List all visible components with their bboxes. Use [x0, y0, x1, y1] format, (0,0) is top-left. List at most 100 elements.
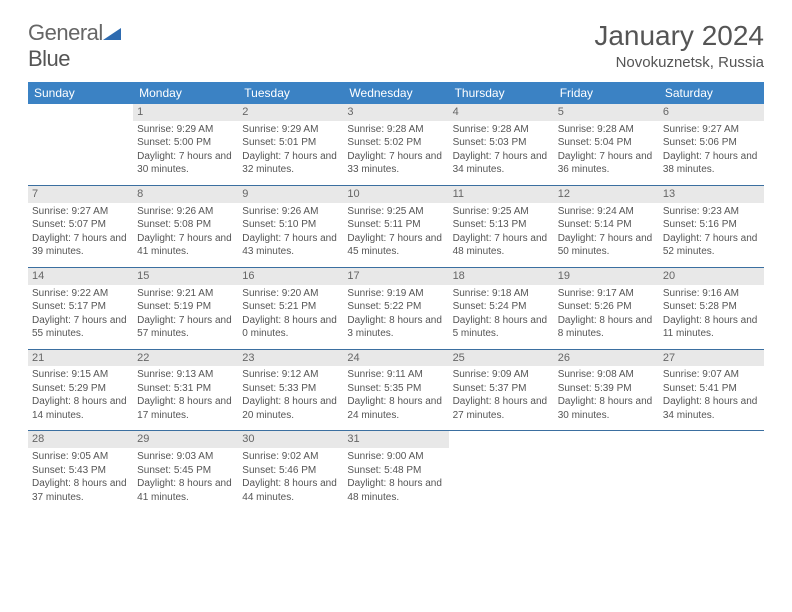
calendar-day-cell: 26Sunrise: 9:08 AMSunset: 5:39 PMDayligh… [554, 349, 659, 431]
calendar-day-cell: 16 Sunrise: 9:20 AMSunset: 5:21 PMDayligh… [238, 267, 343, 349]
calendar-day-cell: 8Sunrise: 9:26 AMSunset: 5:08 PMDaylight… [133, 185, 238, 267]
calendar-day-cell: 5 Sunrise: 9:28 AMSunset: 5:04 PMDaylight… [554, 104, 659, 185]
day-number: 20 [659, 268, 764, 285]
day-details: Sunrise: 9:20 AMSunset: 5:21 PMDaylight:… [242, 287, 339, 341]
calendar-day-cell: 17 Sunrise: 9:19 AMSunset: 5:22 PMDayligh… [343, 267, 448, 349]
day-details: Sunrise: 9:12 AMSunset: 5:33 PMDaylight:… [242, 368, 339, 422]
day-details: Sunrise: 9:21 AMSunset: 5:19 PMDaylight:… [137, 287, 234, 341]
calendar-day-cell [659, 431, 764, 512]
weekday-header-row: Sunday Monday Tuesday Wednesday Thursday… [28, 82, 764, 104]
title-block: January 2024 Novokuznetsk, Russia [594, 20, 764, 71]
calendar-day-cell: 13 Sunrise: 9:23 AMSunset: 5:16 PMDayligh… [659, 185, 764, 267]
day-number: 29 [133, 431, 238, 448]
calendar-day-cell: 27Sunrise: 9:07 AMSunset: 5:41 PMDayligh… [659, 349, 764, 431]
weekday-header: Thursday [449, 82, 554, 104]
day-details: Sunrise: 9:16 AMSunset: 5:28 PMDaylight:… [663, 287, 760, 341]
calendar-week-row: 14 Sunrise: 9:22 AMSunset: 5:17 PMDayligh… [28, 267, 764, 349]
page-title: January 2024 [594, 20, 764, 52]
day-number: 15 [133, 268, 238, 285]
day-details: Sunrise: 9:13 AMSunset: 5:31 PMDaylight:… [137, 368, 234, 422]
logo-word1: General [28, 20, 103, 45]
calendar-table: Sunday Monday Tuesday Wednesday Thursday… [28, 82, 764, 512]
calendar-day-cell: 30 Sunrise: 9:02 AMSunset: 5:46 PMDayligh… [238, 431, 343, 512]
calendar-day-cell: 2 Sunrise: 9:29 AMSunset: 5:01 PMDaylight… [238, 104, 343, 185]
day-number: 12 [554, 186, 659, 203]
calendar-week-row: 21Sunrise: 9:15 AMSunset: 5:29 PMDayligh… [28, 349, 764, 431]
day-details: Sunrise: 9:27 AMSunset: 5:06 PMDaylight:… [663, 123, 760, 177]
day-number: 2 [238, 104, 343, 121]
day-details: Sunrise: 9:17 AMSunset: 5:26 PMDaylight:… [558, 287, 655, 341]
day-details: Sunrise: 9:18 AMSunset: 5:24 PMDaylight:… [453, 287, 550, 341]
day-details: Sunrise: 9:26 AMSunset: 5:08 PMDaylight:… [137, 205, 234, 259]
day-number: 1 [133, 104, 238, 121]
calendar-day-cell: 21Sunrise: 9:15 AMSunset: 5:29 PMDayligh… [28, 349, 133, 431]
calendar-day-cell: 7 Sunrise: 9:27 AMSunset: 5:07 PMDaylight… [28, 185, 133, 267]
day-details: Sunrise: 9:11 AMSunset: 5:35 PMDaylight:… [347, 368, 444, 422]
day-number: 3 [343, 104, 448, 121]
day-details: Sunrise: 9:08 AMSunset: 5:39 PMDaylight:… [558, 368, 655, 422]
day-number: 4 [449, 104, 554, 121]
weekday-header: Monday [133, 82, 238, 104]
day-details: Sunrise: 9:22 AMSunset: 5:17 PMDaylight:… [32, 287, 129, 341]
calendar-day-cell: 19 Sunrise: 9:17 AMSunset: 5:26 PMDayligh… [554, 267, 659, 349]
day-number: 5 [554, 104, 659, 121]
calendar-day-cell: 9 Sunrise: 9:26 AMSunset: 5:10 PMDaylight… [238, 185, 343, 267]
day-number: 14 [28, 268, 133, 285]
day-details: Sunrise: 9:25 AMSunset: 5:13 PMDaylight:… [453, 205, 550, 259]
calendar-day-cell: 31Sunrise: 9:00 AMSunset: 5:48 PMDayligh… [343, 431, 448, 512]
day-number: 30 [238, 431, 343, 448]
day-number: 19 [554, 268, 659, 285]
day-details: Sunrise: 9:09 AMSunset: 5:37 PMDaylight:… [453, 368, 550, 422]
day-number: 10 [343, 186, 448, 203]
day-number: 17 [343, 268, 448, 285]
day-number: 21 [28, 350, 133, 367]
calendar-day-cell [28, 104, 133, 185]
triangle-icon [103, 26, 121, 40]
day-details: Sunrise: 9:07 AMSunset: 5:41 PMDaylight:… [663, 368, 760, 422]
calendar-day-cell: 6Sunrise: 9:27 AMSunset: 5:06 PMDaylight… [659, 104, 764, 185]
day-details: Sunrise: 9:05 AMSunset: 5:43 PMDaylight:… [32, 450, 129, 504]
day-number: 7 [28, 186, 133, 203]
weekday-header: Tuesday [238, 82, 343, 104]
day-details: Sunrise: 9:25 AMSunset: 5:11 PMDaylight:… [347, 205, 444, 259]
day-details: Sunrise: 9:28 AMSunset: 5:04 PMDaylight:… [558, 123, 655, 177]
calendar-day-cell: 12Sunrise: 9:24 AMSunset: 5:14 PMDayligh… [554, 185, 659, 267]
weekday-header: Wednesday [343, 82, 448, 104]
weekday-header: Sunday [28, 82, 133, 104]
day-details: Sunrise: 9:19 AMSunset: 5:22 PMDaylight:… [347, 287, 444, 341]
calendar-week-row: 7 Sunrise: 9:27 AMSunset: 5:07 PMDaylight… [28, 185, 764, 267]
day-details: Sunrise: 9:29 AMSunset: 5:01 PMDaylight:… [242, 123, 339, 177]
day-details: Sunrise: 9:00 AMSunset: 5:48 PMDaylight:… [347, 450, 444, 504]
calendar-day-cell: 24Sunrise: 9:11 AMSunset: 5:35 PMDayligh… [343, 349, 448, 431]
calendar-day-cell: 15 Sunrise: 9:21 AMSunset: 5:19 PMDayligh… [133, 267, 238, 349]
calendar-day-cell: 23Sunrise: 9:12 AMSunset: 5:33 PMDayligh… [238, 349, 343, 431]
calendar-day-cell: 22Sunrise: 9:13 AMSunset: 5:31 PMDayligh… [133, 349, 238, 431]
day-number: 27 [659, 350, 764, 367]
day-number: 24 [343, 350, 448, 367]
day-number: 16 [238, 268, 343, 285]
day-number: 22 [133, 350, 238, 367]
calendar-day-cell: 18 Sunrise: 9:18 AMSunset: 5:24 PMDayligh… [449, 267, 554, 349]
day-number: 9 [238, 186, 343, 203]
day-details: Sunrise: 9:03 AMSunset: 5:45 PMDaylight:… [137, 450, 234, 504]
weekday-header: Saturday [659, 82, 764, 104]
header: General Blue January 2024 Novokuznetsk, … [28, 20, 764, 72]
day-details: Sunrise: 9:29 AMSunset: 5:00 PMDaylight:… [137, 123, 234, 177]
calendar-day-cell [554, 431, 659, 512]
day-details: Sunrise: 9:23 AMSunset: 5:16 PMDaylight:… [663, 205, 760, 259]
day-number: 13 [659, 186, 764, 203]
day-number: 23 [238, 350, 343, 367]
day-number: 26 [554, 350, 659, 367]
day-details: Sunrise: 9:26 AMSunset: 5:10 PMDaylight:… [242, 205, 339, 259]
day-details: Sunrise: 9:27 AMSunset: 5:07 PMDaylight:… [32, 205, 129, 259]
day-details: Sunrise: 9:28 AMSunset: 5:03 PMDaylight:… [453, 123, 550, 177]
calendar-day-cell: 4 Sunrise: 9:28 AMSunset: 5:03 PMDaylight… [449, 104, 554, 185]
day-details: Sunrise: 9:02 AMSunset: 5:46 PMDaylight:… [242, 450, 339, 504]
calendar-day-cell: 10 Sunrise: 9:25 AMSunset: 5:11 PMDayligh… [343, 185, 448, 267]
calendar-day-cell [449, 431, 554, 512]
weekday-header: Friday [554, 82, 659, 104]
day-number: 25 [449, 350, 554, 367]
day-number: 18 [449, 268, 554, 285]
logo-text: General Blue [28, 20, 121, 72]
calendar-day-cell: 11Sunrise: 9:25 AMSunset: 5:13 PMDayligh… [449, 185, 554, 267]
